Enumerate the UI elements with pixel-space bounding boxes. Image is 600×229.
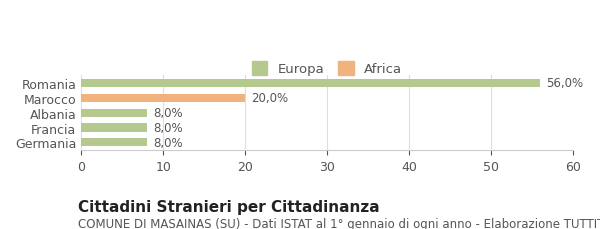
Text: 8,0%: 8,0% xyxy=(154,107,183,120)
Text: 8,0%: 8,0% xyxy=(154,136,183,149)
Text: 8,0%: 8,0% xyxy=(154,122,183,134)
Text: 20,0%: 20,0% xyxy=(251,92,289,105)
Bar xyxy=(81,79,540,87)
Text: COMUNE DI MASAINAS (SU) - Dati ISTAT al 1° gennaio di ogni anno - Elaborazione T: COMUNE DI MASAINAS (SU) - Dati ISTAT al … xyxy=(78,218,600,229)
Text: 56,0%: 56,0% xyxy=(547,77,584,90)
Bar xyxy=(81,109,147,117)
Legend: Europa, Africa: Europa, Africa xyxy=(251,62,403,76)
Text: Cittadini Stranieri per Cittadinanza: Cittadini Stranieri per Cittadinanza xyxy=(78,199,380,214)
Bar xyxy=(81,124,147,132)
Bar xyxy=(81,139,147,147)
Bar xyxy=(81,94,245,102)
